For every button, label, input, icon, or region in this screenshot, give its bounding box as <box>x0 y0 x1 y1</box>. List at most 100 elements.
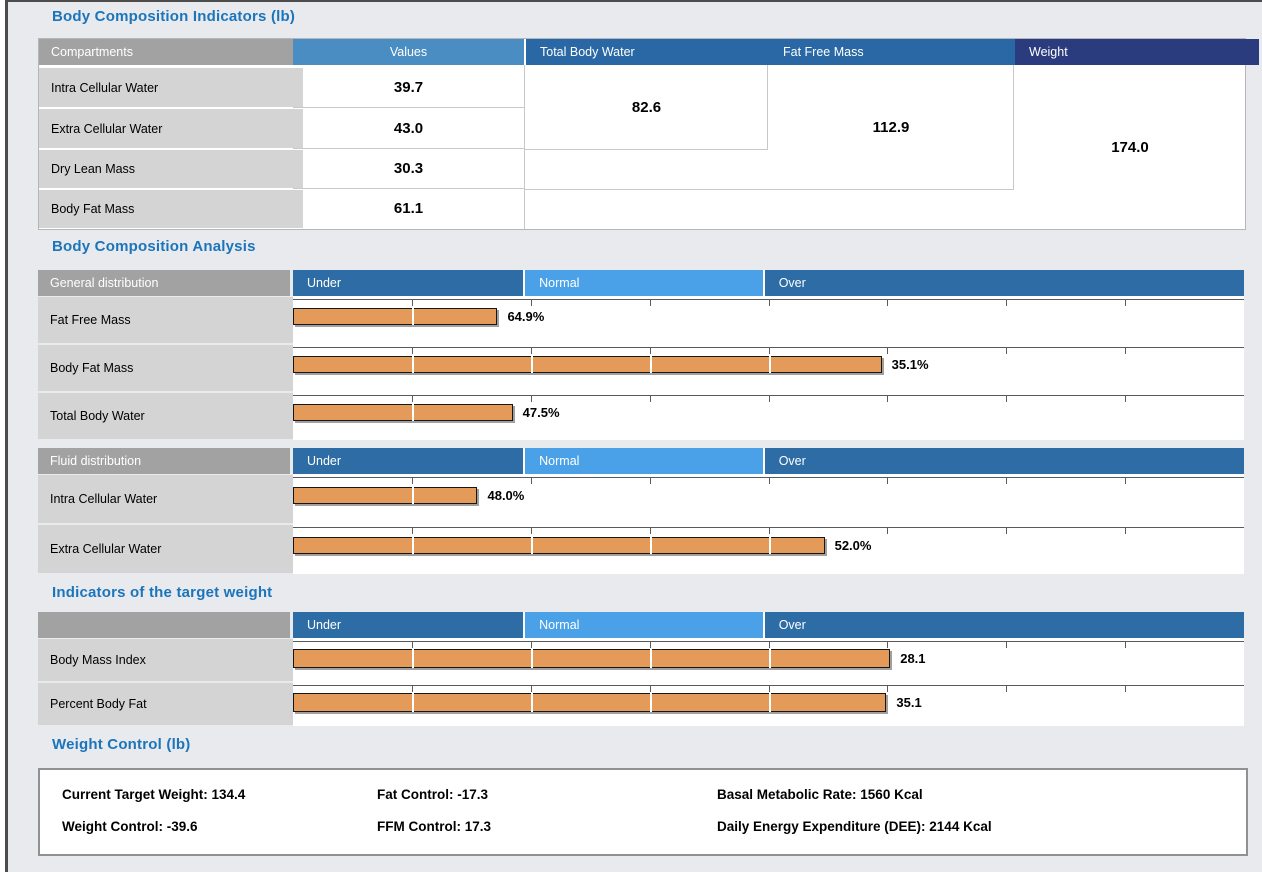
gauge-tick <box>649 477 651 484</box>
gauge-bar-separator <box>768 356 771 373</box>
gauge-track: 52.0% <box>293 524 1244 574</box>
gauge-track: 28.1 <box>293 638 1244 682</box>
gauge-tick <box>649 641 651 648</box>
gauge-tick <box>411 641 413 648</box>
section-title-indicators: Body Composition Indicators (lb) <box>52 8 296 25</box>
gauge-tick <box>887 395 889 402</box>
section-title-weight-control: Weight Control (lb) <box>52 736 191 753</box>
gauge-tick <box>411 685 413 692</box>
weight-control-item: Daily Energy Expenditure (DEE): 2144 Kca… <box>717 818 992 834</box>
gauge-tick <box>649 299 651 306</box>
gauge-zone-header: Under Normal Over <box>293 270 1244 296</box>
gauge-tick <box>649 347 651 354</box>
table-row-label: Dry Lean Mass <box>39 150 303 188</box>
table-row-label: Extra Cellular Water <box>39 109 303 148</box>
frame-left-white <box>0 0 5 872</box>
gauge-tick <box>649 685 651 692</box>
gauge-tick <box>411 527 413 534</box>
gauge-bar <box>293 649 891 668</box>
gauge-tick <box>887 685 889 692</box>
gauge-bar <box>293 693 887 712</box>
gauge-zone-header: Under Normal Over <box>293 448 1244 474</box>
gauge-bar-separator <box>649 649 652 668</box>
gauge-value: 28.1 <box>900 651 926 666</box>
gauge-tick <box>530 299 532 306</box>
gauge-tick <box>1006 685 1008 692</box>
gauge-row-label: Fat Free Mass <box>38 297 302 343</box>
weight-control-item: Weight Control: -39.6 <box>62 818 198 834</box>
gauge-tick <box>1125 477 1127 484</box>
zone-header-under: Under <box>293 448 524 474</box>
gauge-track: 48.0% <box>293 474 1244 524</box>
gauge-tick <box>1006 395 1008 402</box>
gauge-bar <box>293 537 825 554</box>
table-row-label: Body Fat Mass <box>39 190 303 228</box>
table-header-cell: Total Body Water <box>526 39 781 65</box>
gauge-bar-separator <box>530 693 533 712</box>
gauge-row-label: Body Mass Index <box>38 639 302 681</box>
zone-header-normal: Normal <box>525 612 763 638</box>
gauge-row-label: Extra Cellular Water <box>38 525 302 573</box>
gauge-group-fluid: Fluid distribution Under Normal Over Intra C… <box>38 448 1244 574</box>
weight-control-item: Current Target Weight: 134.4 <box>62 786 246 802</box>
gauge-tick <box>1006 347 1008 354</box>
gauge-track: 47.5% <box>293 392 1244 440</box>
grid-hline-tbw <box>525 149 768 150</box>
gauge-tick <box>887 347 889 354</box>
table-merged-value: 174.0 <box>1111 138 1149 156</box>
gauge-tick <box>530 395 532 402</box>
gauge-zone-header: Under Normal Over <box>293 612 1244 638</box>
gauge-tick <box>411 395 413 402</box>
gauge-tick <box>1006 641 1008 648</box>
gauge-bar-separator <box>649 356 652 373</box>
gauge-row-label: Body Fat Mass <box>38 345 302 391</box>
section-title-analysis: Body Composition Analysis <box>52 238 256 255</box>
gauge-tick <box>768 347 770 354</box>
weight-control-item: FFM Control: 17.3 <box>377 818 491 834</box>
gauge-tick <box>887 641 889 648</box>
gauge-bar-separator <box>530 649 533 668</box>
gauge-tick <box>1125 395 1127 402</box>
gauge-tick <box>768 299 770 306</box>
table-header-cell: Values <box>293 39 524 65</box>
grid-vline-values <box>524 65 525 229</box>
gauge-group-general: General distribution Under Normal Over Fat F… <box>38 270 1244 440</box>
weight-control-box: Current Target Weight: 134.4 Fat Control:… <box>38 768 1248 856</box>
frame-left-dark <box>5 0 8 872</box>
gauge-bar-separator <box>768 693 771 712</box>
gauge-value: 47.5% <box>522 405 560 420</box>
gauge-tick <box>1006 527 1008 534</box>
gauge-bar-separator <box>768 649 771 668</box>
gauge-tick <box>530 685 532 692</box>
gauge-bar-separator <box>411 649 414 668</box>
gauge-bar-separator <box>411 693 414 712</box>
table-row-label: Intra Cellular Water <box>39 68 303 107</box>
gauge-bar-separator <box>411 308 414 325</box>
weight-control-item: Fat Control: -17.3 <box>377 786 489 802</box>
gauge-bar-separator <box>411 487 414 504</box>
gauge-tick <box>768 685 770 692</box>
gauge-tick <box>1125 299 1127 306</box>
gauge-tick <box>1006 477 1008 484</box>
gauge-bar-separator <box>649 693 652 712</box>
grid-vline-ffm <box>1013 65 1014 189</box>
gauge-bar-separator <box>530 356 533 373</box>
gauge-value: 52.0% <box>834 538 872 553</box>
gauge-tick <box>887 527 889 534</box>
gauge-track: 35.1% <box>293 344 1244 392</box>
gauge-tick <box>649 527 651 534</box>
gauge-bar-separator <box>411 356 414 373</box>
gauge-tick <box>530 641 532 648</box>
gauge-bar-separator <box>530 537 533 554</box>
table-merged-value: 82.6 <box>631 98 662 116</box>
gauge-header-label <box>38 612 290 638</box>
gauge-tick <box>530 527 532 534</box>
gauge-track: 35.1 <box>293 682 1244 726</box>
gauge-value: 35.1% <box>891 357 929 372</box>
table-row-value: 30.3 <box>293 149 524 189</box>
gauge-tick <box>411 347 413 354</box>
gauge-tick <box>1006 299 1008 306</box>
table-header-cell: Fat Free Mass <box>769 39 1027 65</box>
zone-header-under: Under <box>293 270 524 296</box>
gauge-tick <box>768 477 770 484</box>
